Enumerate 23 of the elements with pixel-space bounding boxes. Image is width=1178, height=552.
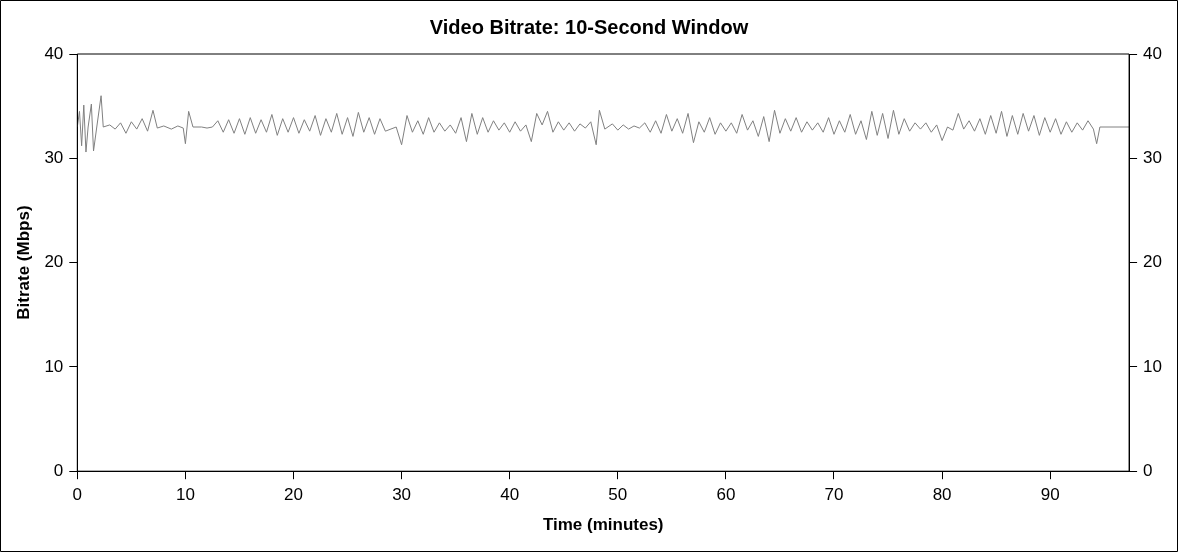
x-tick-label: 40 bbox=[500, 485, 520, 505]
y-tick-label: 20 bbox=[44, 252, 64, 272]
y-axis-title: Bitrate (Mbps) bbox=[13, 205, 33, 320]
x-tick-label: 20 bbox=[284, 485, 303, 505]
y-tick-label: 10 bbox=[44, 356, 64, 376]
x-tick-label: 60 bbox=[716, 485, 736, 505]
y2-tick-label: 40 bbox=[1143, 43, 1163, 63]
y-tick-label: 0 bbox=[53, 460, 64, 480]
y2-tick-label: 0 bbox=[1143, 460, 1153, 480]
x-tick-label: 0 bbox=[72, 485, 83, 505]
x-tick-label: 80 bbox=[932, 485, 952, 505]
y2-tick-label: 30 bbox=[1143, 147, 1163, 167]
x-axis-title: Time (minutes) bbox=[542, 515, 664, 535]
x-tick-label: 90 bbox=[1040, 485, 1060, 505]
y-tick-label: 30 bbox=[44, 147, 64, 167]
y2-tick-label: 20 bbox=[1143, 252, 1163, 272]
chart-title: Video Bitrate: 10-Second Window bbox=[429, 15, 749, 38]
x-tick-label: 70 bbox=[824, 485, 844, 505]
y2-tick-label: 10 bbox=[1143, 356, 1163, 376]
x-tick-label: 30 bbox=[392, 485, 412, 505]
y-tick-label: 40 bbox=[44, 43, 64, 63]
x-tick-label: 50 bbox=[608, 485, 628, 505]
x-tick-label: 10 bbox=[175, 485, 195, 505]
